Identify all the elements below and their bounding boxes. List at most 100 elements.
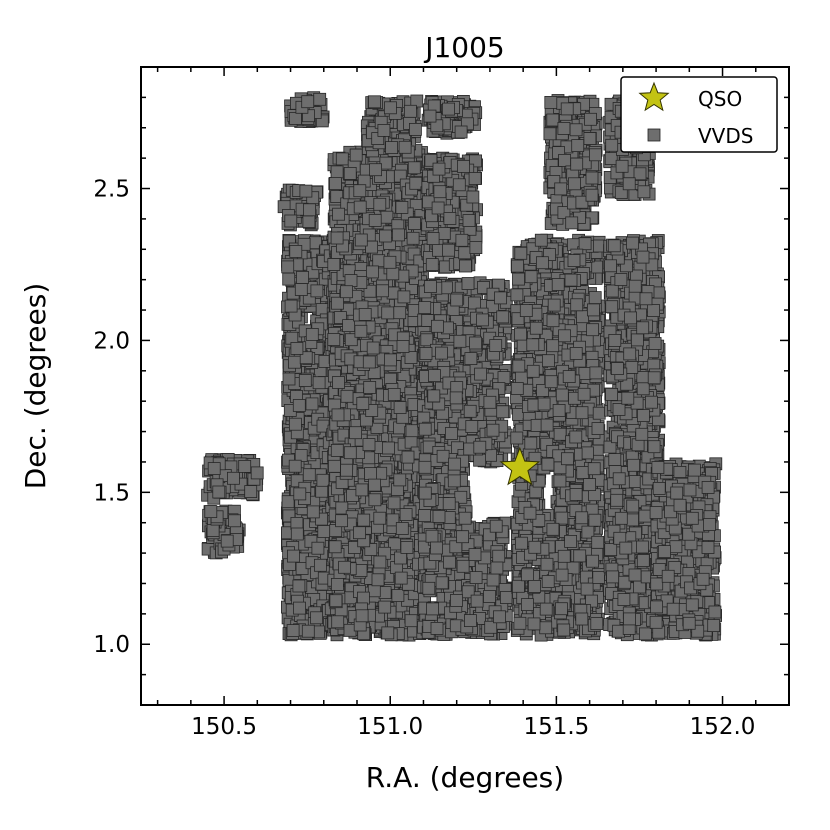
vvds-point xyxy=(461,277,475,290)
vvds-point xyxy=(394,571,408,585)
vvds-point xyxy=(483,590,496,603)
vvds-point xyxy=(355,483,369,497)
vvds-point xyxy=(364,467,378,481)
vvds-point xyxy=(353,526,366,540)
vvds-point xyxy=(474,367,488,381)
vvds-point xyxy=(454,490,468,504)
vvds-point xyxy=(284,299,298,313)
vvds-point xyxy=(387,496,401,510)
vvds-point xyxy=(281,260,295,274)
vvds-point xyxy=(366,341,380,355)
vvds-point xyxy=(330,231,344,245)
vvds-point xyxy=(327,333,341,346)
vvds-point xyxy=(313,558,327,572)
vvds-point xyxy=(395,522,409,535)
vvds-point xyxy=(418,422,432,436)
vvds-point xyxy=(204,505,218,519)
vvds-point xyxy=(228,514,242,528)
vvds-point xyxy=(401,450,415,464)
vvds-point xyxy=(469,571,483,584)
vvds-point xyxy=(369,163,383,177)
vvds-point xyxy=(284,214,298,228)
vvds-point xyxy=(340,389,354,403)
vvds-point xyxy=(310,284,324,298)
vvds-point xyxy=(492,549,506,563)
vvds-point xyxy=(356,396,370,410)
vvds-point xyxy=(299,184,313,198)
vvds-point xyxy=(330,165,344,179)
vvds-point xyxy=(327,258,341,271)
vvds-point xyxy=(392,228,405,242)
vvds-point xyxy=(463,614,477,627)
vvds-point xyxy=(368,95,381,109)
vvds-point xyxy=(383,255,397,269)
vvds-point xyxy=(484,448,498,462)
vvds-point xyxy=(358,307,372,321)
vvds-point xyxy=(393,306,407,320)
vvds-point xyxy=(486,423,500,437)
vvds-point xyxy=(377,124,391,137)
vvds-point xyxy=(302,215,316,228)
vvds-point xyxy=(301,624,315,638)
vvds-point xyxy=(331,615,345,629)
vvds-point xyxy=(282,272,296,286)
vvds-point xyxy=(303,203,317,217)
vvds-point xyxy=(298,374,312,387)
vvds-point xyxy=(226,471,240,485)
vvds-point xyxy=(292,579,306,593)
vvds-point xyxy=(376,284,389,298)
vvds-point xyxy=(332,207,346,221)
vvds-point xyxy=(329,177,342,191)
vvds-point xyxy=(342,319,356,333)
vvds-point xyxy=(331,408,345,422)
vvds-point xyxy=(473,440,487,454)
vvds-point xyxy=(340,463,354,477)
vvds-point xyxy=(463,404,477,418)
vvds-point xyxy=(331,296,344,310)
vvds-point xyxy=(400,541,414,554)
vvds-point xyxy=(409,176,423,190)
vvds-point xyxy=(404,351,418,365)
vvds-point xyxy=(395,200,409,214)
chart-title: J1005 xyxy=(423,31,505,64)
vvds-point xyxy=(373,197,387,211)
vvds-point xyxy=(497,371,511,385)
vvds-point xyxy=(288,417,302,431)
vvds-point xyxy=(404,435,418,449)
vvds-point xyxy=(398,140,412,154)
vvds-point xyxy=(430,622,444,635)
vvds-point xyxy=(381,626,395,640)
vvds-point xyxy=(207,462,221,476)
vvds-point xyxy=(282,372,296,386)
vvds-point xyxy=(418,509,432,523)
vvds-point xyxy=(289,112,302,125)
vvds-point xyxy=(349,426,363,440)
vvds-point xyxy=(293,487,307,501)
vvds-point xyxy=(206,524,220,537)
vvds-point xyxy=(363,380,377,394)
vvds-point xyxy=(397,290,411,304)
vvds-point xyxy=(381,306,395,320)
vvds-point xyxy=(313,92,327,106)
vvds-point xyxy=(442,497,456,511)
vvds-point xyxy=(343,446,357,460)
vvds-point xyxy=(310,611,324,625)
vvds-point xyxy=(332,376,345,389)
vvds-point xyxy=(330,443,344,457)
vvds-point xyxy=(444,427,458,440)
vvds-point xyxy=(418,460,432,474)
vvds-point xyxy=(456,559,470,573)
vvds-point xyxy=(368,493,382,507)
vvds-point xyxy=(435,576,449,590)
vvds-point xyxy=(372,254,386,268)
vvds-point xyxy=(403,104,417,118)
vvds-point xyxy=(312,376,326,390)
vvds-point xyxy=(496,405,510,419)
vvds-point xyxy=(368,213,382,227)
vvds-point xyxy=(378,600,392,614)
vvds-point xyxy=(408,123,422,136)
vvds-point xyxy=(335,152,349,166)
vvds-point xyxy=(367,584,381,598)
vvds-point xyxy=(286,624,300,637)
